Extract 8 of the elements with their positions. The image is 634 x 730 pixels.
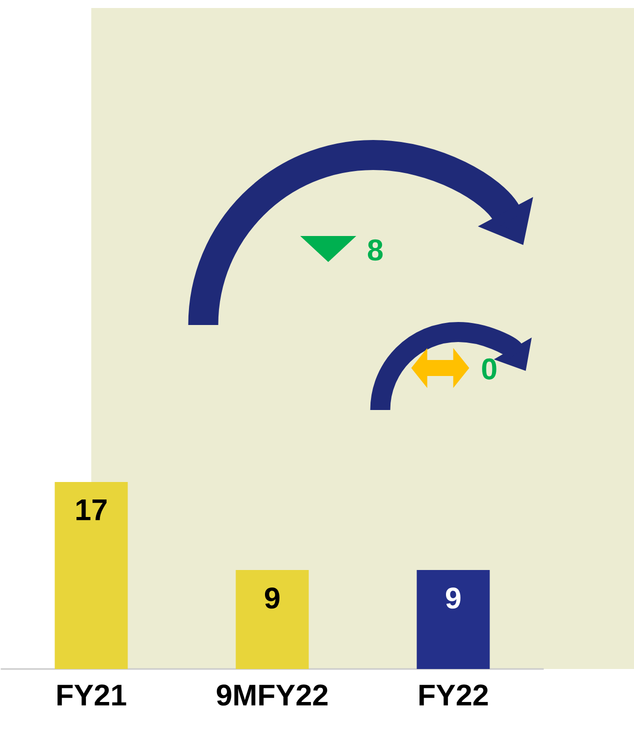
- x-tick-label: FY22: [419, 684, 488, 706]
- text: 8: [368, 239, 383, 261]
- x-tick-label: 9MFY22: [216, 684, 328, 706]
- data-label: 17: [76, 500, 106, 520]
- data-label: 9: [446, 588, 460, 609]
- x-tick-label: FY21: [57, 684, 126, 706]
- text: 0: [482, 358, 496, 380]
- data-label: 9: [264, 588, 280, 609]
